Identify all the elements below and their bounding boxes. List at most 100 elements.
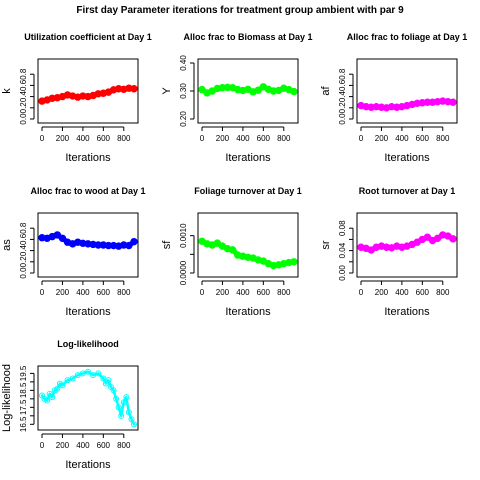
y-tick-label: 0.0 xyxy=(19,267,28,279)
data-point xyxy=(423,233,432,241)
plot-frame xyxy=(197,58,299,124)
plot-frame xyxy=(37,365,139,431)
data-point xyxy=(44,397,51,404)
data-point xyxy=(290,258,298,266)
y-tick-label: 0.0 xyxy=(19,113,28,125)
x-tick-label: 400 xyxy=(236,288,250,297)
data-point xyxy=(433,234,442,242)
y-tick-label: 0.4 xyxy=(19,90,28,102)
data-point xyxy=(54,385,61,392)
x-tick-label: 200 xyxy=(375,134,389,143)
data-point xyxy=(449,98,457,106)
y-tick-label: 0.6 xyxy=(338,79,347,91)
data-point xyxy=(90,372,97,379)
panel-6: Root turnover at Day 1 0 200 400 600 800 Itera… xyxy=(320,186,458,318)
y-tick-label: 0.20 xyxy=(179,111,188,127)
plot-frame xyxy=(356,58,458,124)
data-point xyxy=(125,241,133,250)
panel-7: Log-likelihood 0 200 400 600 800 Iterations 16.… xyxy=(1,339,139,471)
panel-1: Utilization coefficient at Day 1 0 200 400 6… xyxy=(1,32,152,164)
y-tick-label: 18.5 xyxy=(19,382,28,398)
data-point xyxy=(79,370,86,377)
data-point xyxy=(64,377,71,384)
panel-3: Alloc frac to foliage at Day 1 0 200 400 600… xyxy=(320,32,467,164)
x-axis-label: Iterations xyxy=(65,306,111,318)
x-tick-label: 800 xyxy=(277,134,291,143)
x-tick-label: 200 xyxy=(56,134,70,143)
x-tick-label: 800 xyxy=(117,134,131,143)
x-axis-label: Iterations xyxy=(65,459,111,471)
data-point xyxy=(125,409,132,416)
y-tick-label: 0.0010 xyxy=(179,223,188,248)
x-tick-label: 0 xyxy=(200,288,205,297)
x-tick-label: 800 xyxy=(117,288,131,297)
x-tick-label: 0 xyxy=(40,441,45,450)
panel-5: Foliage turnover at Day 1 0 200 400 600 800 It… xyxy=(161,186,302,318)
x-tick-label: 200 xyxy=(56,441,70,450)
x-tick-label: 0 xyxy=(200,134,205,143)
x-tick-label: 600 xyxy=(416,288,430,297)
x-tick-label: 200 xyxy=(375,288,389,297)
y-tick-label: 17.5 xyxy=(19,399,28,415)
y-tick-label: 0.40 xyxy=(179,55,188,71)
data-point xyxy=(85,368,91,375)
y-tick-label: 0.2 xyxy=(19,102,28,114)
series-trace xyxy=(40,370,136,426)
y-tick-label: 0.2 xyxy=(338,102,347,114)
x-tick-label: 0 xyxy=(40,288,45,297)
x-axis-label: Iterations xyxy=(384,152,430,164)
x-tick-label: 200 xyxy=(56,288,70,297)
data-point xyxy=(49,394,56,401)
y-axis-label: as xyxy=(1,239,13,251)
y-tick-label: 0.8 xyxy=(19,68,28,80)
x-tick-label: 400 xyxy=(76,441,90,450)
panel-title: Foliage turnover at Day 1 xyxy=(194,186,302,196)
x-axis-label: Iterations xyxy=(65,152,111,164)
x-tick-label: 800 xyxy=(436,134,450,143)
data-point xyxy=(254,86,262,94)
y-tick-label: 0.0000 xyxy=(179,260,188,285)
data-point xyxy=(105,377,112,384)
data-point xyxy=(120,399,127,406)
data-point xyxy=(131,421,137,428)
y-tick-label: 0.08 xyxy=(338,220,347,236)
y-tick-label: 0.30 xyxy=(179,83,188,99)
data-point xyxy=(118,412,125,419)
x-tick-label: 400 xyxy=(76,288,90,297)
data-point xyxy=(113,395,120,402)
x-tick-label: 800 xyxy=(277,288,291,297)
data-point xyxy=(228,246,237,254)
data-point xyxy=(130,85,138,93)
x-tick-label: 400 xyxy=(76,134,90,143)
page-title: First day Parameter iterations for treat… xyxy=(76,5,404,16)
plot-frame xyxy=(37,212,139,278)
x-tick-label: 600 xyxy=(257,288,271,297)
x-tick-label: 200 xyxy=(216,288,230,297)
data-point xyxy=(69,375,76,382)
data-point xyxy=(74,372,81,379)
x-axis-label: Iterations xyxy=(225,306,271,318)
x-tick-label: 600 xyxy=(97,134,111,143)
x-tick-label: 400 xyxy=(395,134,409,143)
data-point xyxy=(290,87,298,96)
panel-title: Alloc frac to wood at Day 1 xyxy=(30,186,145,196)
x-tick-label: 800 xyxy=(117,441,131,450)
x-tick-label: 0 xyxy=(359,134,364,143)
data-point xyxy=(95,370,102,377)
y-axis-label: Y xyxy=(161,87,173,95)
x-tick-label: 600 xyxy=(416,134,430,143)
x-tick-label: 400 xyxy=(395,288,409,297)
y-tick-label: 16.5 xyxy=(19,416,28,432)
y-tick-label: 0.8 xyxy=(19,222,28,234)
data-point xyxy=(128,416,135,423)
x-tick-label: 0 xyxy=(359,288,364,297)
data-point xyxy=(115,404,122,411)
y-tick-label: 0.2 xyxy=(19,256,28,268)
y-axis-label: af xyxy=(320,85,332,95)
x-tick-label: 400 xyxy=(236,134,250,143)
plot-frame xyxy=(356,212,458,278)
data-point xyxy=(59,382,66,389)
y-tick-label: 0.0 xyxy=(338,113,347,125)
data-point xyxy=(53,231,62,239)
